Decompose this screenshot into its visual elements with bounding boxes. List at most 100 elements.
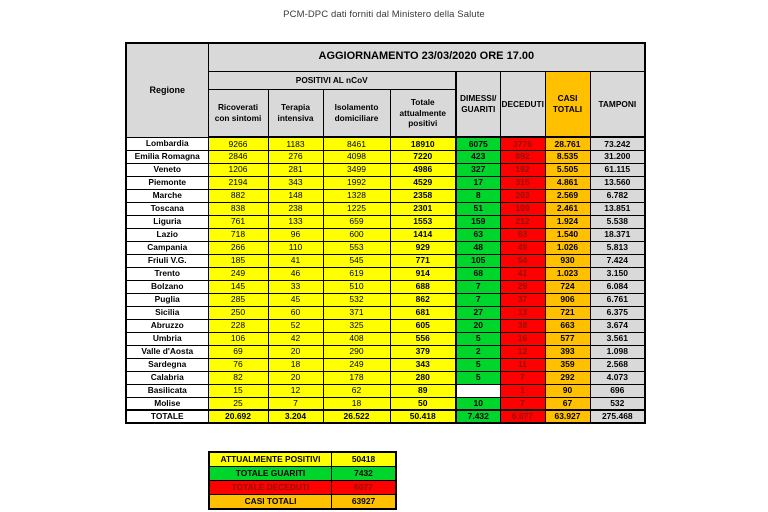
page-title: PCM-DPC dati forniti dal Ministero della… bbox=[283, 9, 485, 20]
region-name-cell: Valle d'Aosta bbox=[125, 344, 209, 359]
tamponi-cell: 6.084 bbox=[589, 279, 646, 294]
ricoverati-cell: 76 bbox=[207, 357, 269, 372]
deceduti-cell: 192 bbox=[499, 162, 546, 177]
casi-totali-cell: 1.023 bbox=[544, 266, 591, 281]
isolamento-cell: 510 bbox=[322, 279, 391, 294]
totale-positivi-cell: 2301 bbox=[389, 201, 457, 216]
terapia-intensiva-cell: 45 bbox=[267, 292, 324, 307]
region-name-cell: Molise bbox=[125, 396, 209, 411]
terapia-intensiva-cell: 60 bbox=[267, 305, 324, 320]
deceduti-cell: 37 bbox=[499, 292, 546, 307]
isolamento-cell: 18 bbox=[322, 396, 391, 411]
totale-positivi-cell: 681 bbox=[389, 305, 457, 320]
terapia-intensiva-cell: 110 bbox=[267, 240, 324, 255]
ricoverati-cell: 228 bbox=[207, 318, 269, 333]
totale-positivi-cell: 688 bbox=[389, 279, 457, 294]
casi-totali-cell: 906 bbox=[544, 292, 591, 307]
table-row: Basilicata 15 12 62 89 1 90 696 bbox=[125, 383, 646, 398]
table-row: Liguria 761 133 659 1553 159 212 1.924 5.538 bbox=[125, 214, 646, 229]
region-name-cell: Toscana bbox=[125, 201, 209, 216]
isolamento-cell: 178 bbox=[322, 370, 391, 385]
table-row: Sardegna 76 18 249 343 5 11 359 2.568 bbox=[125, 357, 646, 372]
region-name-cell: Umbria bbox=[125, 331, 209, 346]
deceduti-cell: 29 bbox=[499, 279, 546, 294]
region-name-cell: Sardegna bbox=[125, 357, 209, 372]
totale-positivi-cell: 862 bbox=[389, 292, 457, 307]
tamponi-cell: 31.200 bbox=[589, 149, 646, 164]
dimessi-guariti-cell: 5 bbox=[455, 331, 501, 346]
ricoverati-cell: 2194 bbox=[207, 175, 269, 190]
deceduti-cell: 54 bbox=[499, 253, 546, 268]
region-name-cell: Bolzano bbox=[125, 279, 209, 294]
dimessi-guariti-cell: 2 bbox=[455, 344, 501, 359]
tamponi-cell: 2.568 bbox=[589, 357, 646, 372]
region-name-cell: Trento bbox=[125, 266, 209, 281]
covid-regions-table: Regione AGGIORNAMENTO 23/03/2020 ORE 17.… bbox=[125, 42, 647, 424]
col-header-casi-totali: CASI TOTALI bbox=[544, 70, 591, 138]
table-row: Sicilia 250 60 371 681 27 13 721 6.375 bbox=[125, 305, 646, 320]
summary-table: ATTUALMENTE POSITIVI 50418 TOTALE GUARITI 7… bbox=[208, 451, 397, 510]
ricoverati-cell: 82 bbox=[207, 370, 269, 385]
summary-label: TOTALE GUARITI bbox=[208, 466, 332, 481]
summary-label: ATTUALMENTE POSITIVI bbox=[208, 451, 332, 467]
ricoverati-cell: 285 bbox=[207, 292, 269, 307]
region-name-cell: Marche bbox=[125, 188, 209, 203]
region-name-cell: Veneto bbox=[125, 162, 209, 177]
tamponi-cell: 6.782 bbox=[589, 188, 646, 203]
terapia-intensiva-cell: 281 bbox=[267, 162, 324, 177]
col-header-deceduti: DECEDUTI bbox=[499, 70, 546, 138]
ricoverati-cell: 718 bbox=[207, 227, 269, 242]
casi-totali-cell: 724 bbox=[544, 279, 591, 294]
deceduti-cell: 6.077 bbox=[499, 409, 546, 424]
region-name-cell: Emilia Romagna bbox=[125, 149, 209, 164]
ricoverati-cell: 185 bbox=[207, 253, 269, 268]
dimessi-guariti-cell: 7 bbox=[455, 279, 501, 294]
terapia-intensiva-cell: 12 bbox=[267, 383, 324, 398]
col-header-dimessi-guariti: DIMESSI/ GUARITI bbox=[455, 70, 501, 138]
region-name-cell: Basilicata bbox=[125, 383, 209, 398]
region-name-cell: Puglia bbox=[125, 292, 209, 307]
deceduti-cell: 203 bbox=[499, 188, 546, 203]
ricoverati-cell: 1206 bbox=[207, 162, 269, 177]
terapia-intensiva-cell: 20 bbox=[267, 344, 324, 359]
summary-value: 63927 bbox=[331, 494, 397, 510]
casi-totali-cell: 2.461 bbox=[544, 201, 591, 216]
isolamento-cell: 659 bbox=[322, 214, 391, 229]
deceduti-cell: 38 bbox=[499, 318, 546, 333]
summary-row: TOTALE GUARITI 7432 bbox=[208, 466, 397, 481]
ricoverati-cell: 266 bbox=[207, 240, 269, 255]
casi-totali-cell: 1.924 bbox=[544, 214, 591, 229]
casi-totali-cell: 663 bbox=[544, 318, 591, 333]
totale-positivi-cell: 379 bbox=[389, 344, 457, 359]
region-name-cell: Sicilia bbox=[125, 305, 209, 320]
ricoverati-cell: 9266 bbox=[207, 136, 269, 151]
region-name-cell: Liguria bbox=[125, 214, 209, 229]
col-header-terapia-intensiva: Terapia intensiva bbox=[267, 88, 324, 138]
tamponi-cell: 532 bbox=[589, 396, 646, 411]
ricoverati-cell: 761 bbox=[207, 214, 269, 229]
col-header-ricoverati: Ricoverati con sintomi bbox=[207, 88, 269, 138]
deceduti-cell: 12 bbox=[499, 344, 546, 359]
region-name-cell: Abruzzo bbox=[125, 318, 209, 333]
isolamento-cell: 290 bbox=[322, 344, 391, 359]
isolamento-cell: 1328 bbox=[322, 188, 391, 203]
casi-totali-cell: 63.927 bbox=[544, 409, 591, 424]
deceduti-cell: 7 bbox=[499, 370, 546, 385]
totale-positivi-cell: 914 bbox=[389, 266, 457, 281]
table-row: Campania 266 110 553 929 48 49 1.026 5.813 bbox=[125, 240, 646, 255]
casi-totali-cell: 5.505 bbox=[544, 162, 591, 177]
ricoverati-cell: 2846 bbox=[207, 149, 269, 164]
col-header-isolamento: Isolamento domiciliare bbox=[322, 88, 391, 138]
terapia-intensiva-cell: 3.204 bbox=[267, 409, 324, 424]
dimessi-guariti-cell bbox=[455, 383, 501, 398]
isolamento-cell: 619 bbox=[322, 266, 391, 281]
region-name-cell: Campania bbox=[125, 240, 209, 255]
dimessi-guariti-cell: 6075 bbox=[455, 136, 501, 151]
region-name-cell: Lazio bbox=[125, 227, 209, 242]
summary-label: CASI TOTALI bbox=[208, 494, 332, 510]
tamponi-cell: 3.150 bbox=[589, 266, 646, 281]
table-row: Abruzzo 228 52 325 605 20 38 663 3.674 bbox=[125, 318, 646, 333]
table-row: Emilia Romagna 2846 276 4098 7220 423 892 8.535… bbox=[125, 149, 646, 164]
table-row: Calabria 82 20 178 280 5 7 292 4.073 bbox=[125, 370, 646, 385]
tamponi-cell: 13.560 bbox=[589, 175, 646, 190]
